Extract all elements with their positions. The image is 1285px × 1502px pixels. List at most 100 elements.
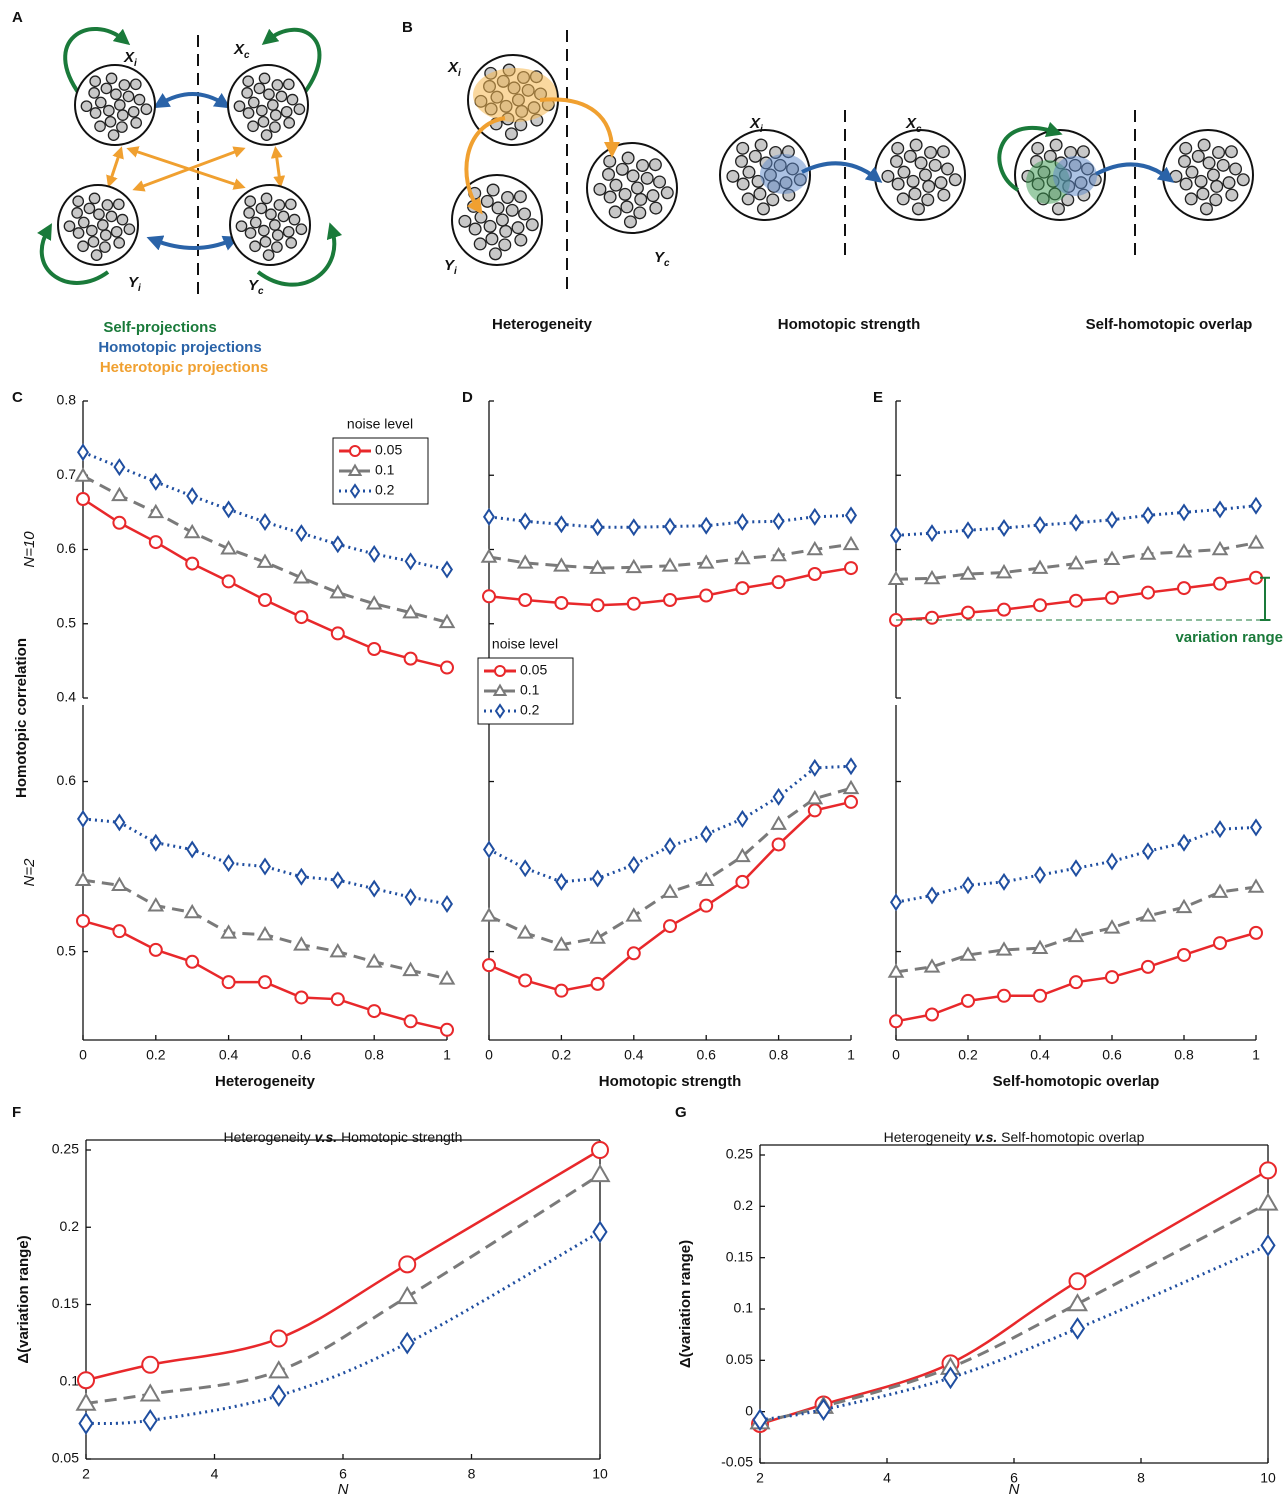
y-tick-label: 0.5 [57, 942, 77, 958]
x-tick-label: 0.4 [1030, 1047, 1050, 1063]
neuron [481, 195, 493, 207]
marker [186, 558, 198, 570]
marker [150, 944, 162, 956]
marker [1106, 971, 1118, 983]
node-label: Yc [654, 249, 670, 269]
marker [1071, 1319, 1084, 1338]
neuron [1050, 139, 1062, 151]
marker [844, 538, 857, 549]
neuron [73, 228, 83, 238]
neuron [270, 220, 280, 230]
neuron [1198, 139, 1210, 151]
marker [442, 562, 452, 576]
series-line [489, 766, 851, 882]
neuron [283, 227, 293, 237]
marker [224, 856, 234, 870]
neuron [261, 130, 271, 140]
neuron [272, 242, 282, 252]
marker [440, 972, 453, 983]
neuron [487, 184, 499, 196]
neuron [101, 230, 111, 240]
marker [1107, 513, 1117, 527]
neuron [1210, 194, 1222, 206]
node-label: Xi [123, 49, 137, 69]
neuron [641, 172, 653, 184]
neuron [938, 189, 950, 201]
caption: Heterogeneity [492, 316, 593, 333]
neuron [271, 110, 281, 120]
marker [629, 520, 639, 534]
marker [1215, 502, 1225, 516]
y-label: N=2 [21, 858, 38, 887]
neuron [737, 142, 749, 154]
neuron [743, 166, 755, 178]
node-label: Yc [248, 277, 264, 297]
neuron [922, 194, 934, 206]
legend-label: Homotopic projections [98, 339, 261, 356]
marker [629, 858, 639, 872]
neuron [276, 91, 286, 101]
neuron [243, 76, 253, 86]
neuron [111, 89, 121, 99]
neuron [632, 182, 644, 194]
y-tick-label: 0.6 [57, 772, 77, 788]
neuron [622, 152, 634, 164]
marker [962, 995, 974, 1007]
neuron [1180, 178, 1192, 190]
neuron [909, 188, 921, 200]
marker [149, 899, 162, 910]
title-part: Homotopic strength [341, 1129, 462, 1145]
y-tick-label: 0.8 [57, 392, 77, 408]
neuron [621, 201, 633, 213]
node-label: Yi [128, 274, 141, 294]
marker [665, 839, 675, 853]
neuron [637, 160, 649, 172]
neuron [486, 233, 498, 245]
neuron [475, 211, 487, 223]
neuron [78, 241, 88, 251]
neuron [1185, 193, 1197, 205]
marker [1250, 927, 1262, 939]
marker [113, 489, 126, 500]
neuron [270, 122, 280, 132]
x-tick-label: 4 [211, 1466, 219, 1482]
marker [845, 562, 857, 574]
neuron [1201, 203, 1213, 215]
marker [891, 528, 901, 542]
y-tick-label: 0 [745, 1402, 753, 1418]
marker [332, 993, 344, 1005]
neuron [296, 224, 306, 234]
neuron [484, 220, 496, 232]
region [760, 154, 808, 194]
marker [150, 536, 162, 548]
marker [1070, 595, 1082, 607]
marker [809, 804, 821, 816]
x-tick-label: 0 [79, 1047, 87, 1063]
marker [1035, 868, 1045, 882]
neuron [250, 241, 260, 251]
neuron [244, 208, 254, 218]
neuron [257, 105, 267, 115]
neuron [616, 163, 628, 175]
neuron [661, 187, 673, 199]
marker [738, 515, 748, 529]
marker [962, 607, 974, 619]
figure: A B C D E F G Xi Xc Yi Yc Self-projectio… [0, 0, 1285, 1502]
panel-label: D [462, 389, 473, 406]
y-tick-label: 0.15 [52, 1295, 79, 1311]
region [473, 68, 557, 122]
neuron [286, 199, 296, 209]
marker [142, 1357, 158, 1373]
neuron [114, 238, 124, 248]
neuron [938, 146, 950, 158]
neuron [492, 202, 504, 214]
y-tick-label: 0.1 [734, 1300, 754, 1316]
marker [368, 1005, 380, 1017]
node-label: Xi [447, 59, 461, 79]
neuron [117, 214, 127, 224]
neuron [490, 248, 502, 260]
marker [151, 475, 161, 489]
marker [1142, 961, 1154, 973]
marker [773, 576, 785, 588]
marker [406, 554, 416, 568]
